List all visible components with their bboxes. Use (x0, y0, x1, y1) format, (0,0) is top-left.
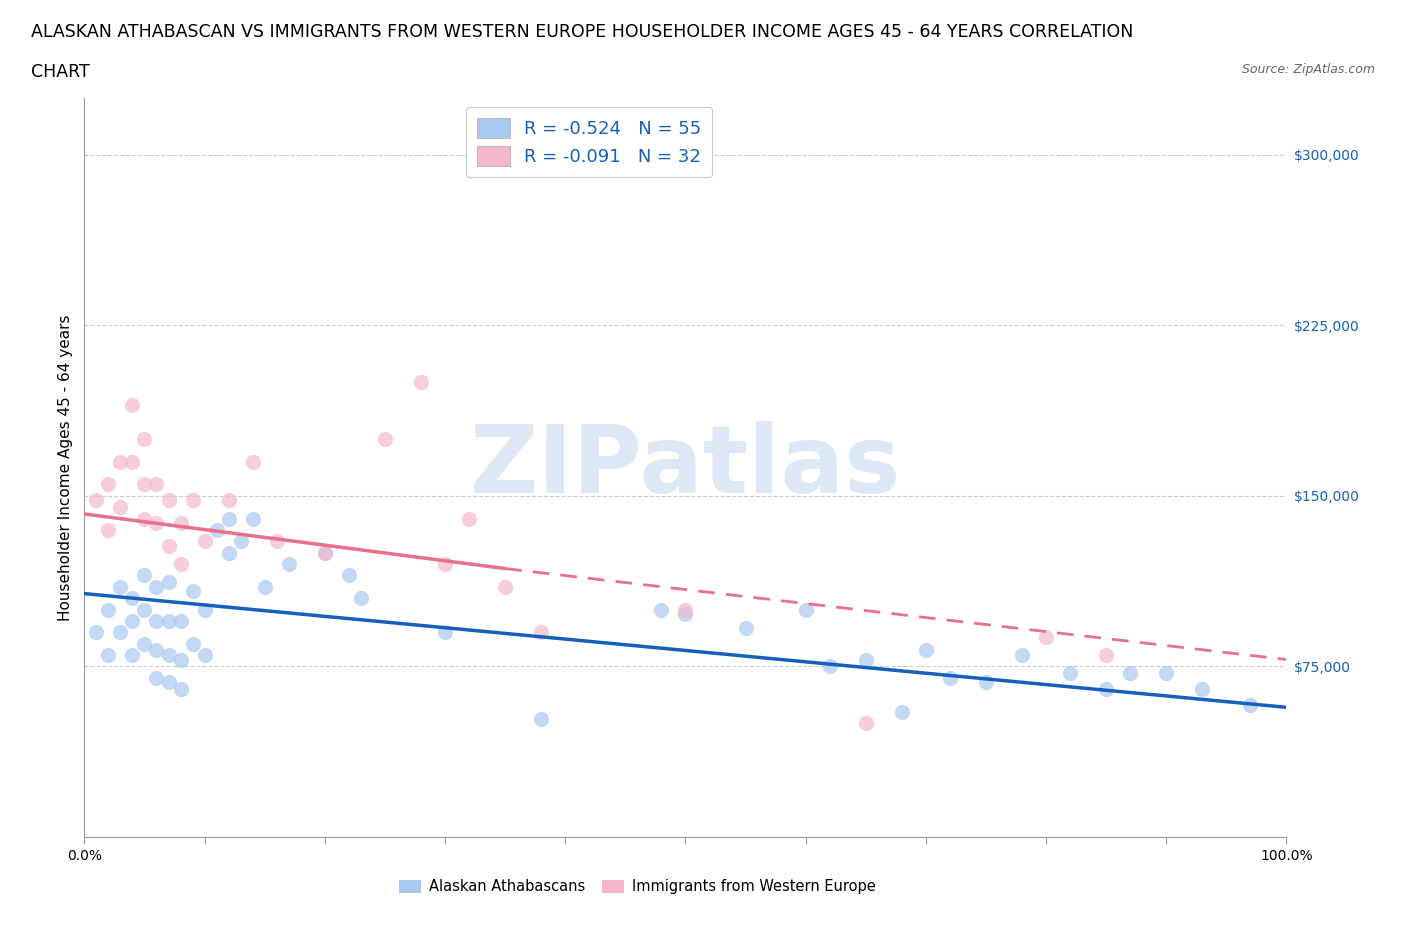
Point (157, 538, 180, 553)
Legend: Alaskan Athabascans, Immigrants from Western Europe: Alaskan Athabascans, Immigrants from Wes… (394, 873, 882, 900)
Point (181, 493, 204, 508)
Point (134, 512, 156, 526)
Point (134, 568, 156, 583)
Point (157, 675, 180, 690)
Point (218, 545, 240, 560)
Point (121, 397, 143, 412)
Point (434, 625, 457, 640)
Point (1095, 682, 1118, 697)
Point (314, 545, 336, 560)
Point (169, 682, 191, 697)
Point (974, 675, 997, 690)
Point (1119, 666, 1142, 681)
Point (157, 493, 180, 508)
Point (157, 575, 180, 590)
Point (314, 545, 336, 560)
Point (337, 568, 360, 583)
Point (134, 636, 156, 651)
Point (169, 556, 191, 571)
Point (194, 647, 217, 662)
Point (97, 477, 120, 492)
Point (266, 534, 288, 549)
Point (205, 523, 228, 538)
Point (134, 432, 156, 446)
Point (794, 602, 817, 617)
Point (350, 591, 373, 605)
Point (229, 534, 252, 549)
Point (409, 375, 432, 390)
Point (169, 515, 191, 530)
Point (818, 659, 841, 674)
Point (110, 625, 132, 640)
Point (86, 625, 108, 640)
Point (121, 647, 143, 662)
Point (145, 477, 167, 492)
Point (242, 454, 264, 469)
Point (110, 499, 132, 514)
Point (374, 432, 396, 446)
Point (134, 477, 156, 492)
Point (121, 614, 143, 629)
Point (1156, 666, 1178, 681)
Point (675, 606, 697, 621)
Point (110, 454, 132, 469)
Point (277, 556, 299, 571)
Point (145, 515, 167, 530)
Point (530, 625, 553, 640)
Point (134, 602, 156, 617)
Point (253, 579, 276, 594)
Point (494, 579, 516, 594)
Point (194, 534, 217, 549)
Point (939, 671, 962, 685)
Point (650, 602, 672, 617)
Point (218, 512, 240, 526)
Point (855, 716, 877, 731)
Point (97, 647, 120, 662)
Point (218, 493, 240, 508)
Point (121, 454, 143, 469)
Point (169, 614, 191, 629)
Point (157, 614, 180, 629)
Point (194, 602, 217, 617)
Point (110, 579, 132, 594)
Point (855, 652, 877, 667)
Text: CHART: CHART (31, 63, 90, 81)
Text: ZIPatlas: ZIPatlas (470, 421, 901, 513)
Point (734, 620, 756, 635)
Point (1239, 698, 1261, 712)
Point (86, 493, 108, 508)
Point (915, 643, 938, 658)
Point (145, 643, 167, 658)
Point (1035, 630, 1057, 644)
Point (145, 614, 167, 629)
Point (458, 512, 481, 526)
Point (1095, 647, 1118, 662)
Point (530, 711, 553, 726)
Point (97, 523, 120, 538)
Text: ALASKAN ATHABASCAN VS IMMIGRANTS FROM WESTERN EUROPE HOUSEHOLDER INCOME AGES 45 : ALASKAN ATHABASCAN VS IMMIGRANTS FROM WE… (31, 23, 1133, 41)
Point (169, 652, 191, 667)
Point (157, 647, 180, 662)
Point (1059, 666, 1081, 681)
Point (675, 602, 697, 617)
Point (1011, 647, 1033, 662)
Point (145, 671, 167, 685)
Point (145, 579, 167, 594)
Text: Source: ZipAtlas.com: Source: ZipAtlas.com (1241, 63, 1375, 76)
Point (97, 602, 120, 617)
Y-axis label: Householder Income Ages 45 - 64 years: Householder Income Ages 45 - 64 years (58, 314, 73, 620)
Point (242, 512, 264, 526)
Point (890, 704, 912, 719)
Point (181, 636, 204, 651)
Point (121, 591, 143, 605)
Point (181, 584, 204, 599)
Point (434, 556, 457, 571)
Point (1191, 682, 1213, 697)
